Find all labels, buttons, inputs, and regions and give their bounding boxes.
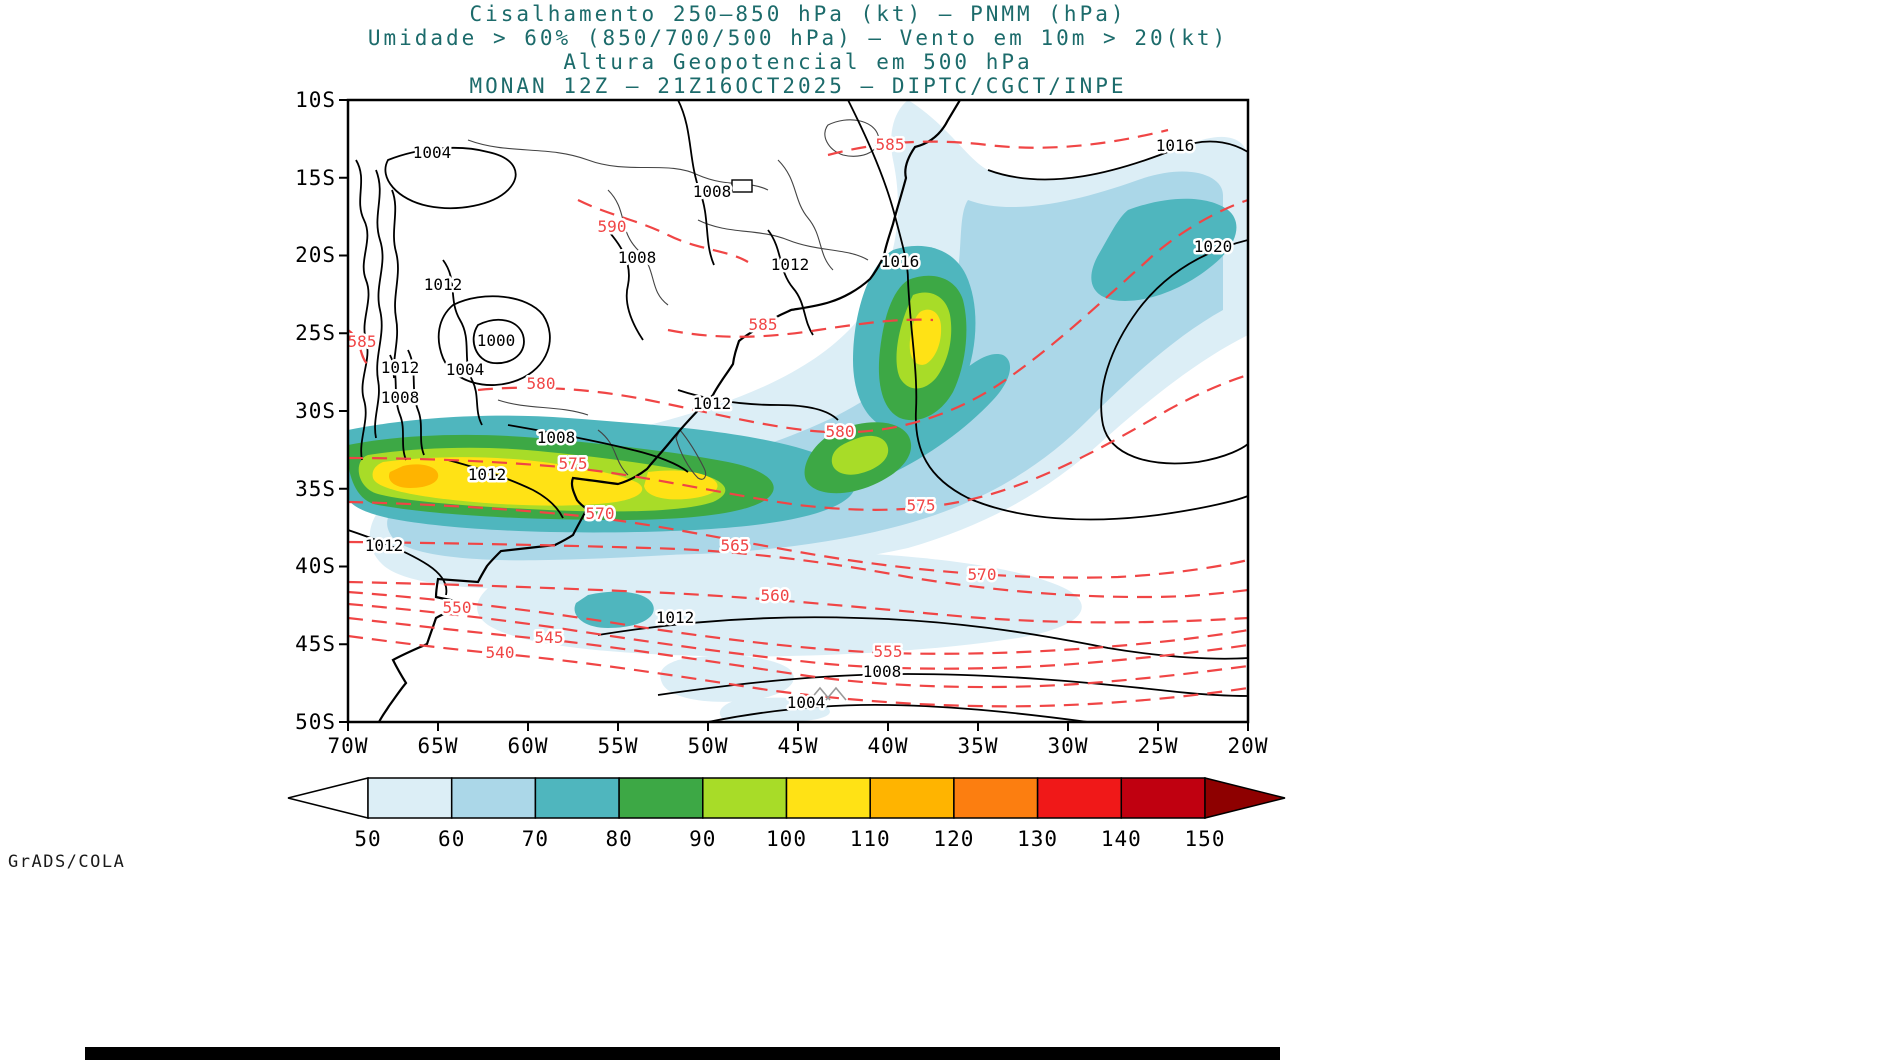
colorbar-value: 140 [1101,827,1142,851]
colorbar-segment [367,777,453,819]
lon-tick-20w: 20W [1227,734,1269,758]
colorbar-value: 90 [689,827,716,851]
pressure-label: 1008 [618,248,657,267]
andes-contours [355,159,399,461]
lon-tick-45w: 45W [777,734,819,758]
lon-tick-35w: 35W [957,734,999,758]
title-line-3: Altura Geopotencial em 500 hPa [563,50,1033,74]
pressure-label: 1008 [537,428,576,447]
pressure-contour-labels: 1004 1008 1012 1016 1016 1020 1012 1008 … [362,134,1235,715]
height-label: 555 [874,642,903,661]
pressure-contours [348,100,1248,722]
pressure-label: 1008 [381,388,420,407]
bottom-bar [85,1047,1280,1060]
lon-tick-40w: 40W [867,734,909,758]
pressure-label: 1016 [1156,136,1195,155]
pressure-label: 1004 [446,360,485,379]
colorbar-value: 60 [438,827,465,851]
pressure-label: 1012 [656,608,695,627]
colorbar-segment [785,777,871,819]
shade-110-120 [388,464,439,488]
height-label: 585 [876,135,905,154]
pressure-label: 1016 [881,252,920,271]
colorbar-segment [450,777,537,819]
height-label: 570 [586,504,615,523]
pressure-label: 1008 [693,182,732,201]
pressure-label: 1008 [863,662,902,681]
geopotential-contour-labels: 590 585 585 585 580 580 575 575 570 570 … [348,133,999,665]
colorbar-segment [618,777,704,819]
colorbar-value: 70 [522,827,549,851]
colorbar-segment [534,777,620,819]
pressure-label: 1012 [468,465,507,484]
title-line-1: Cisalhamento 250–850 hPa (kt) – PNMM (hP… [469,2,1127,26]
geopotential-contours [348,128,1248,708]
colorbar-value: 130 [1017,827,1058,851]
height-label: 540 [486,643,515,662]
colorbar-right-arrow [1204,777,1286,819]
height-label: 545 [535,628,564,647]
pressure-label: 1004 [413,143,452,162]
lon-tick-50w: 50W [687,734,729,758]
pressure-label: 1012 [365,536,404,555]
pressure-label: 1000 [477,331,516,350]
height-label: 590 [598,217,627,236]
height-label: 575 [907,496,936,515]
axis-ticks [339,99,1249,731]
pressure-label: 1012 [693,394,732,413]
height-label: 580 [826,422,855,441]
grads-watermark: GrADS/COLA [8,852,126,872]
height-label: 570 [968,565,997,584]
height-label: 550 [443,598,472,617]
lon-tick-65w: 65W [417,734,459,758]
height-label: 585 [348,332,377,351]
lat-tick-30s: 30S [295,399,336,423]
title-line-2: Umidade > 60% (850/700/500 hPa) – Vento … [367,26,1229,50]
colorbar-value: 80 [605,827,632,851]
state-borders [467,119,880,480]
title-line-4: MONAN 12Z – 21Z16OCT2025 – DIPTC/CGCT/IN… [469,74,1127,98]
height-label: 560 [761,586,790,605]
height-label: 585 [749,315,778,334]
colorbar-value: 110 [850,827,891,851]
lon-tick-70w: 70W [327,734,369,758]
figure-titles: Cisalhamento 250–850 hPa (kt) – PNMM (hP… [198,2,1398,98]
lat-tick-40s: 40S [295,554,336,578]
colorbar-segment [1036,777,1123,819]
colorbar-left-arrow [287,777,369,819]
height-label: 575 [559,454,588,473]
lat-tick-20s: 20S [295,243,336,267]
colorbar-segment [1120,777,1206,819]
lat-tick-45s: 45S [295,632,336,656]
lon-tick-25w: 25W [1137,734,1179,758]
colorbar: 50 60 70 80 90 100 110 120 130 140 150 [287,777,1286,851]
pressure-label: 1012 [381,358,420,377]
pressure-label: 1004 [787,693,826,712]
pressure-label: 1020 [1194,237,1233,256]
lat-tick-35s: 35S [295,477,336,501]
height-label: 565 [721,536,750,555]
colorbar-segment [953,777,1039,819]
lat-tick-50s: 50S [295,710,336,734]
lon-tick-60w: 60W [507,734,549,758]
colorbar-value: 100 [766,827,807,851]
terrain-hatch [809,686,847,701]
lon-tick-55w: 55W [597,734,639,758]
colorbar-segment [702,777,788,819]
pressure-label: 1012 [424,275,463,294]
lon-tick-30w: 30W [1047,734,1089,758]
pressure-label: 1012 [771,255,810,274]
colorbar-value: 150 [1185,827,1226,851]
lat-tick-10s: 10S [295,88,336,112]
colorbar-segment [869,777,955,819]
colorbar-value: 50 [354,827,381,851]
height-label: 580 [527,374,556,393]
map-plot: 1004 1008 1012 1016 1016 1020 1012 1008 … [339,98,1250,731]
colorbar-value: 120 [933,827,974,851]
lat-tick-15s: 15S [295,166,336,190]
lat-tick-25s: 25S [295,321,336,345]
